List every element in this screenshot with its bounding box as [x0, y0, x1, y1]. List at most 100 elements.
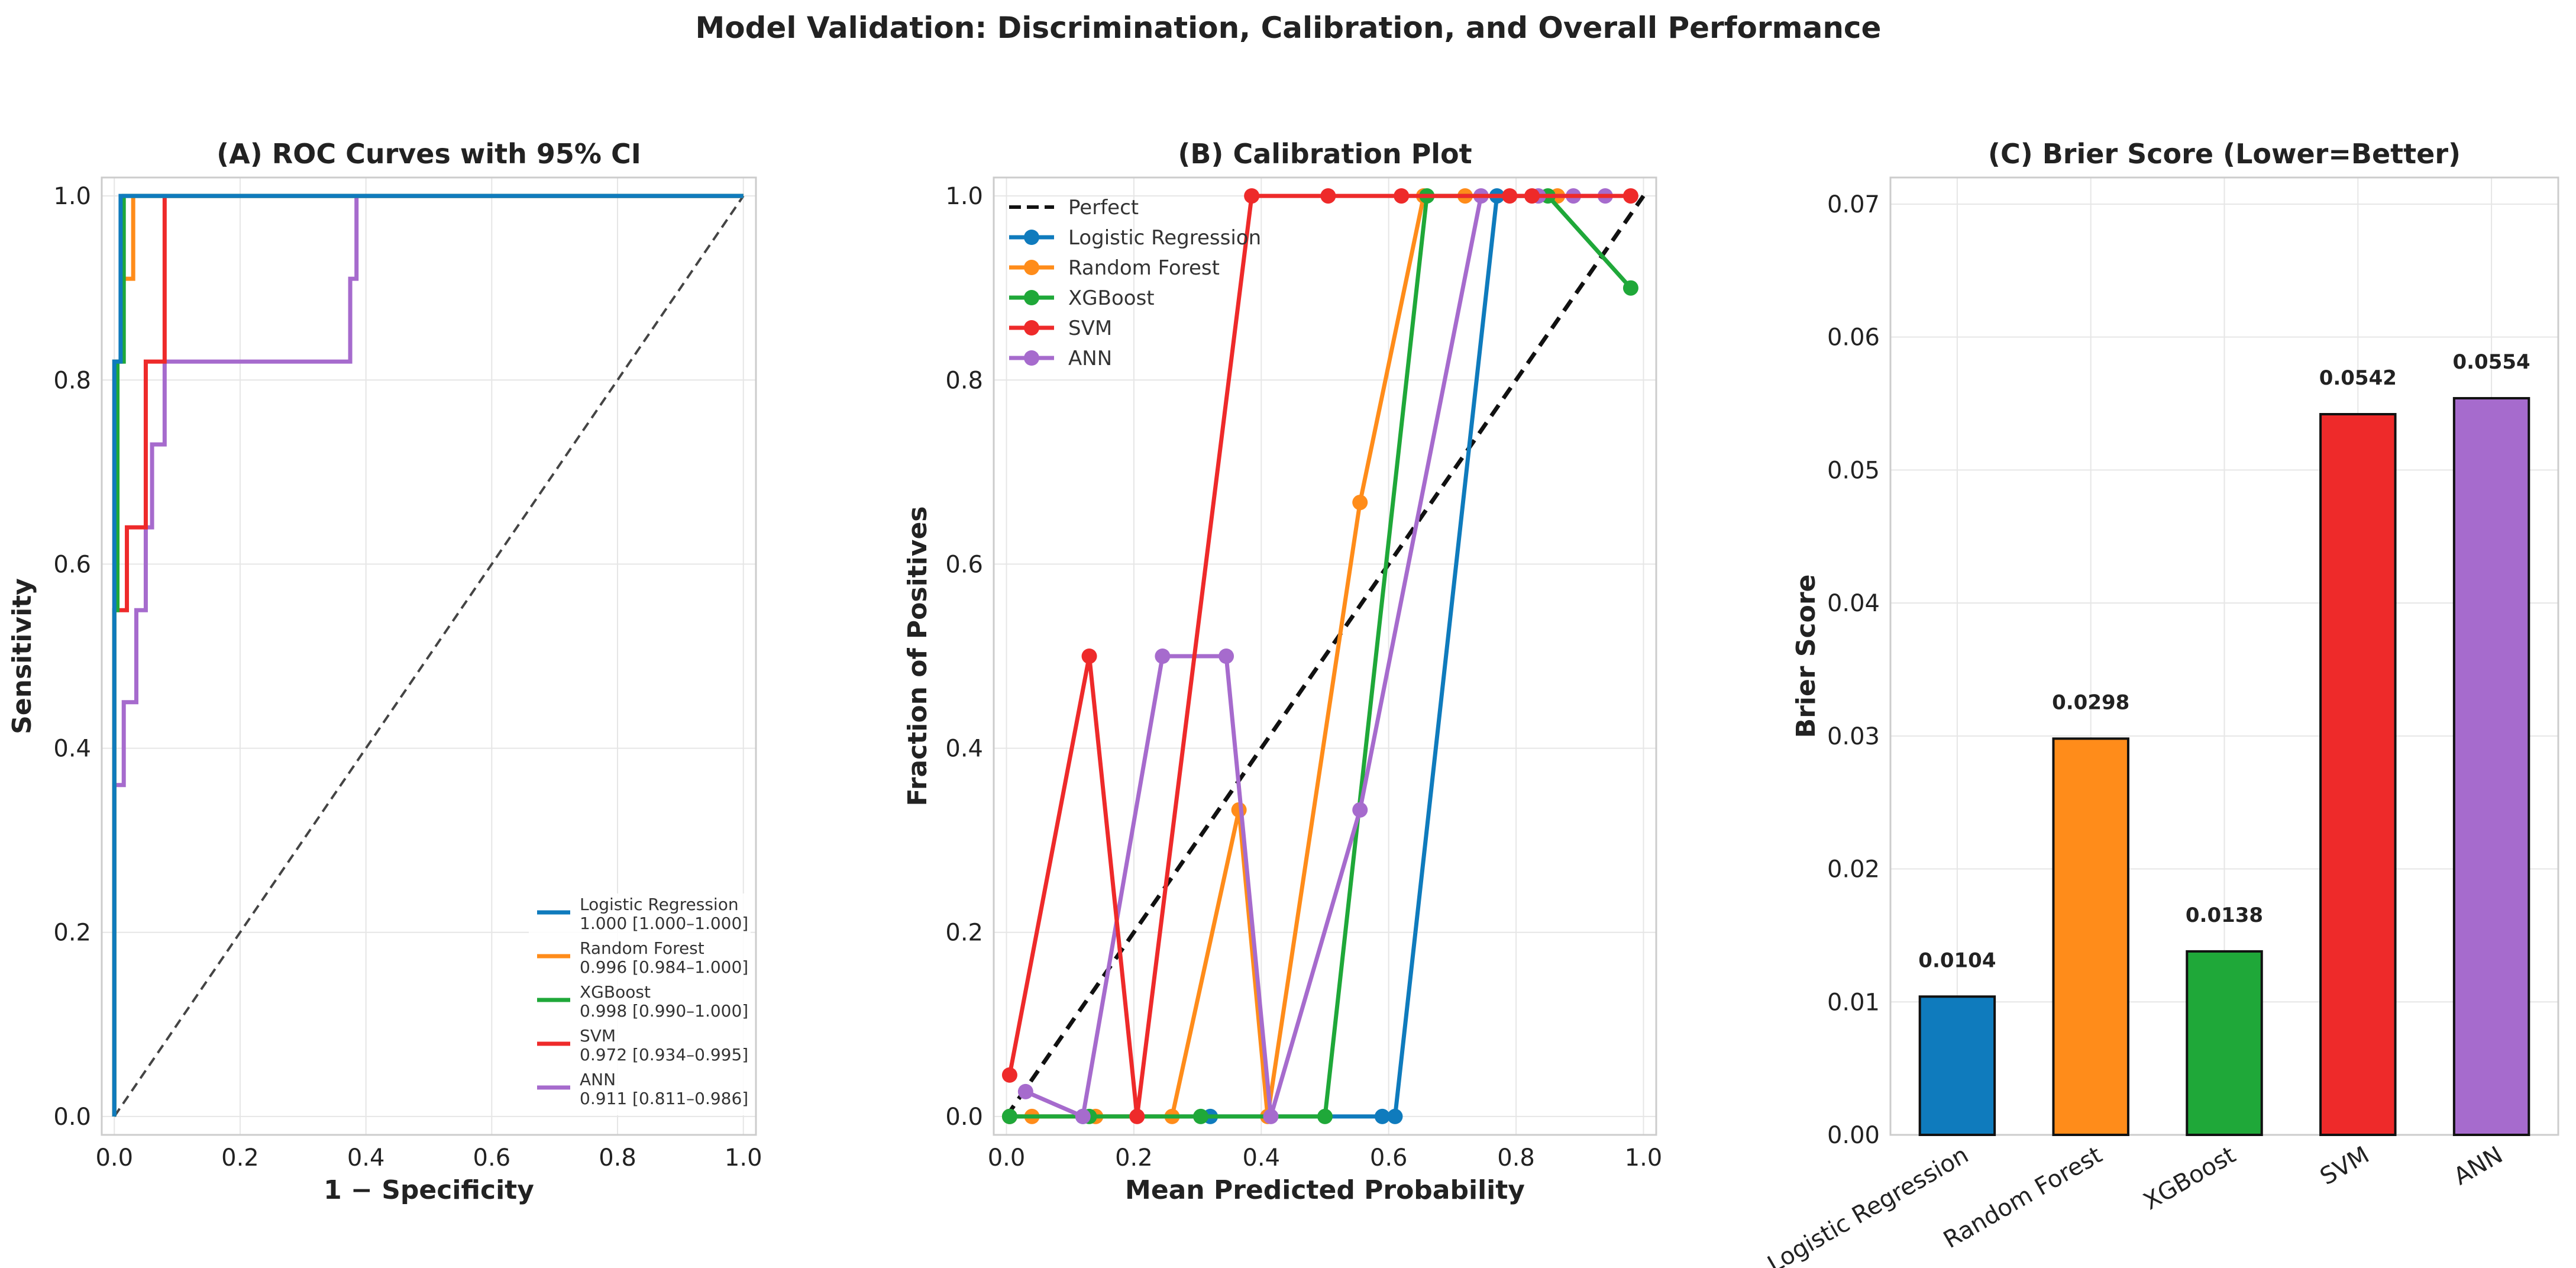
legend-auc-label: 0.998 [0.990–1.000] [580, 1001, 748, 1021]
calibration-point-ann [1263, 1108, 1279, 1124]
legend-series-name: ANN [580, 1070, 616, 1089]
calibration-point-svm [1244, 188, 1260, 204]
x-axis-label: 1 − Specificity [324, 1175, 534, 1205]
calibration-point-ann [1218, 648, 1234, 664]
calibration-point-xgboost [1001, 1108, 1017, 1124]
legend-auc-label: 1.000 [1.000–1.000] [580, 914, 748, 933]
panel-title: (B) Calibration Plot [1178, 138, 1472, 170]
chance-diagonal-line [113, 195, 745, 1118]
bar-value-label: 0.0542 [2319, 366, 2397, 390]
y-tick-label: 0.6 [53, 551, 91, 578]
y-tick-label: 0.06 [1827, 324, 1880, 351]
calibration-point-ann [1017, 1083, 1033, 1099]
y-tick-label: 1.0 [53, 183, 91, 210]
roc-curve-ann [112, 193, 744, 1117]
bar-random-forest [2052, 737, 2129, 1136]
calibration-point-svm [1129, 1108, 1145, 1124]
panel-title: (A) ROC Curves with 95% CI [216, 138, 641, 170]
y-tick-label: 0.01 [1827, 989, 1880, 1016]
y-tick-label: 0.03 [1827, 723, 1880, 750]
legend-series-name: Logistic Regression [1068, 226, 1261, 250]
x-category-label: SVM [2316, 1141, 2374, 1190]
legend-series-name: SVM [1068, 317, 1112, 340]
x-tick-label: 0.0 [988, 1144, 1026, 1172]
calibration-point-ann [1155, 648, 1171, 664]
bar-svm [2319, 413, 2397, 1136]
y-tick-label: 0.00 [1827, 1122, 1880, 1149]
legend-auc-label: 0.996 [0.984–1.000] [580, 957, 748, 977]
x-tick-label: 1.0 [725, 1144, 762, 1172]
calibration-point-svm [1001, 1067, 1017, 1083]
x-tick-label: 0.0 [95, 1144, 133, 1172]
calibration-point-svm [1524, 188, 1540, 204]
calibration-point-svm [1320, 188, 1336, 204]
legend-series-name: Logistic Regression [580, 895, 739, 914]
legend-marker [1024, 350, 1039, 366]
y-tick-label: 0.02 [1827, 856, 1880, 883]
calibration-point-random-forest [1352, 495, 1368, 511]
x-tick-label: 1.0 [1625, 1144, 1663, 1172]
brier-panel: 0.00 0.01 0.02 0.03 0.04 0.05 0.06 0.07 (C) Brie… [1763, 138, 2559, 1268]
bar-value-label: 0.0298 [2052, 691, 2129, 714]
x-axis-label: Mean Predicted Probability [1125, 1175, 1525, 1205]
legend-series-name: SVM [580, 1026, 616, 1046]
bar-logistic-regression [1918, 995, 1996, 1137]
legend-marker [1024, 290, 1039, 305]
calibration-point-svm [1502, 188, 1518, 204]
y-tick-label: 0.0 [945, 1104, 983, 1131]
roc-curve-logistic-regression [112, 193, 744, 1117]
calibration-line-ann [1024, 193, 1605, 1119]
x-tick-label: 0.4 [1242, 1144, 1280, 1172]
calibration-point-xgboost [1317, 1108, 1333, 1124]
y-tick-label: 0.4 [945, 735, 983, 763]
y-tick-label: 1.0 [945, 183, 983, 210]
y-tick-label: 0.2 [945, 919, 983, 947]
y-tick-label: 0.07 [1827, 191, 1880, 218]
figure-title: Model Validation: Discrimination, Calibr… [696, 11, 1882, 45]
roc-panel: 0.0 0.2 0.4 0.6 0.8 1.0 0.0 0.2 0.4 0.6 0.8 1.0 (A) … [7, 138, 762, 1205]
bar-value-label: 0.0554 [2452, 350, 2530, 374]
calibration-point-xgboost [1193, 1108, 1208, 1124]
y-tick-label: 0.2 [53, 919, 91, 947]
x-tick-label: 0.2 [221, 1144, 259, 1172]
plot-frame [101, 176, 757, 1136]
legend-marker [1024, 320, 1039, 335]
x-category-label: ANN [2449, 1141, 2508, 1190]
calibration-point-logistic-regression [1374, 1108, 1390, 1124]
y-tick-label: 0.05 [1827, 457, 1880, 484]
x-category-label: XGBoost [2139, 1141, 2240, 1215]
y-axis-label: Sensitivity [7, 578, 37, 734]
legend-marker [1024, 230, 1039, 245]
legend-auc-label: 0.911 [0.811–0.986] [580, 1089, 748, 1108]
bar-xgboost [2186, 950, 2263, 1136]
x-tick-label: 0.8 [1497, 1144, 1535, 1172]
y-tick-label: 0.6 [945, 551, 983, 578]
legend-series-name: Random Forest [1068, 256, 1220, 280]
bar-value-label: 0.0104 [1918, 948, 1996, 972]
calibration-point-svm [1622, 188, 1638, 204]
perfect-calibration-line [1004, 195, 1646, 1118]
legend-marker [1024, 260, 1039, 275]
x-tick-label: 0.4 [347, 1144, 385, 1172]
calibration-point-svm [1081, 648, 1097, 664]
y-tick-label: 0.04 [1827, 590, 1880, 617]
y-tick-label: 0.4 [53, 735, 91, 763]
x-tick-label: 0.2 [1115, 1144, 1153, 1172]
y-tick-label: 0.0 [53, 1104, 91, 1131]
bar-ann [2452, 397, 2530, 1136]
plot-frame [993, 176, 1657, 1136]
calibration-point-xgboost [1622, 280, 1638, 296]
legend-series-name: ANN [1068, 347, 1112, 370]
y-axis-label: Fraction of Positives [903, 506, 933, 806]
y-tick-label: 0.8 [53, 367, 91, 394]
y-axis-label: Brier Score [1791, 575, 1821, 738]
calibration-point-ann [1352, 802, 1368, 818]
y-tick-label: 0.8 [945, 367, 983, 394]
calibration-point-ann [1075, 1108, 1091, 1124]
calibration-point-svm [1394, 188, 1410, 204]
legend-box [529, 893, 751, 1115]
legend-series-name: Random Forest [580, 938, 704, 958]
legend-label-perfect: Perfect [1068, 196, 1139, 220]
bar-value-label: 0.0138 [2186, 904, 2263, 927]
